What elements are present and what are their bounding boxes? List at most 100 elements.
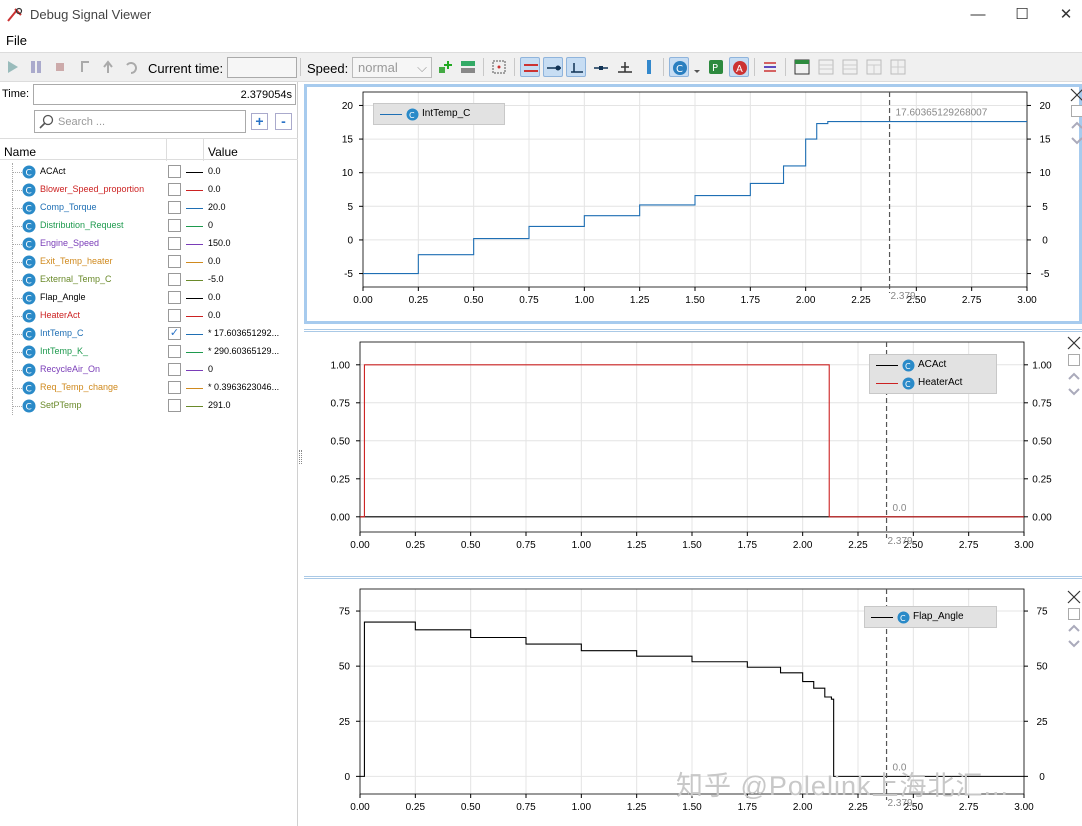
signal-row[interactable]: C Engine_Speed 150.0 <box>0 235 298 253</box>
plot-1-legend[interactable]: C IntTemp_C <box>373 103 505 125</box>
signal-checkbox[interactable] <box>168 273 181 286</box>
signal-checkbox[interactable] <box>168 399 181 412</box>
stop-icon[interactable] <box>50 57 70 77</box>
signal-c-icon: C <box>22 381 36 395</box>
signal-row[interactable]: C Distribution_Request 0 <box>0 217 298 235</box>
plot-panel-2[interactable]: 0.00 0.25 0.50 0.75 1.00 1.25 1.50 1.75 2.00 2.25… <box>304 329 1082 571</box>
plot-checkbox[interactable] <box>1068 608 1080 620</box>
close-button[interactable]: ✕ <box>1059 6 1073 23</box>
layout-two-icon[interactable] <box>816 57 836 77</box>
plot-panel-3[interactable]: 0.00 0.25 0.50 0.75 1.00 1.25 1.50 1.75 2.00 2.25… <box>304 576 1082 826</box>
close-plot-icon[interactable] <box>1067 336 1081 350</box>
signal-row[interactable]: C External_Temp_C -5.0 <box>0 271 298 289</box>
undo-icon[interactable] <box>121 57 141 77</box>
signal-checkbox[interactable] <box>168 363 181 376</box>
layout-three-icon[interactable] <box>840 57 860 77</box>
signal-name: Blower_Speed_proportion <box>40 184 145 194</box>
plot-3-legend[interactable]: C Flap_Angle <box>864 606 997 628</box>
signal-row[interactable]: C Blower_Speed_proportion 0.0 <box>0 181 298 199</box>
signal-checkbox[interactable] <box>168 165 181 178</box>
menu-bar: File <box>0 30 1082 52</box>
x-tick-label: 0.25 <box>406 540 426 551</box>
svg-text:C: C <box>409 111 415 120</box>
c-mode-icon[interactable]: C <box>669 57 689 77</box>
step-line-icon[interactable] <box>566 57 586 77</box>
speed-select[interactable]: normal ⌵ <box>352 57 432 78</box>
scroll-updown-icon[interactable] <box>1067 622 1081 650</box>
signal-checkbox[interactable] <box>168 201 181 214</box>
signal-checkbox[interactable] <box>168 309 181 322</box>
a-mode-icon[interactable]: A <box>729 57 749 77</box>
signal-checkbox[interactable]: ✓ <box>168 327 181 340</box>
window-title: Debug Signal Viewer <box>30 7 152 22</box>
signal-row[interactable]: C Comp_Torque 20.0 <box>0 199 298 217</box>
maximize-button[interactable]: ☐ <box>1015 6 1029 23</box>
baseline-icon[interactable] <box>615 57 635 77</box>
pause-icon[interactable] <box>26 57 46 77</box>
play-icon[interactable] <box>3 57 23 77</box>
points-icon[interactable] <box>591 57 611 77</box>
search-input[interactable]: Search ... <box>34 110 246 133</box>
signal-row[interactable]: C SetPTemp 291.0 <box>0 397 298 415</box>
legend-item-acact[interactable]: C ACAct <box>870 356 996 374</box>
signal-row[interactable]: C HeaterAct 0.0 <box>0 307 298 325</box>
tree-connector <box>12 163 22 181</box>
signal-row[interactable]: C RecycleAir_On 0 <box>0 361 298 379</box>
minimize-button[interactable]: — <box>970 6 986 23</box>
signal-row[interactable]: C ACAct 0.0 <box>0 163 298 181</box>
column-name-header[interactable]: Name <box>4 145 37 159</box>
signal-checkbox[interactable] <box>168 183 181 196</box>
scroll-updown-icon[interactable] <box>1067 370 1081 398</box>
layout-grid-icon[interactable] <box>888 57 908 77</box>
signal-checkbox[interactable] <box>168 381 181 394</box>
scroll-updown-icon[interactable] <box>1070 119 1082 147</box>
layout-four-icon[interactable] <box>864 57 884 77</box>
signal-checkbox[interactable] <box>168 219 181 232</box>
plot-panel-1[interactable]: 0.00 0.25 0.50 0.75 1.00 1.25 1.50 1.75 2.00 2.25… <box>304 84 1082 324</box>
connect-points-icon[interactable] <box>543 57 563 77</box>
signal-row[interactable]: C Req_Temp_change * 0.3963623046... <box>0 379 298 397</box>
signal-row[interactable]: C IntTemp_K_ * 290.60365129... <box>0 343 298 361</box>
plot-1-chart[interactable]: 0.00 0.25 0.50 0.75 1.00 1.25 1.50 1.75 2.00 2.25… <box>307 87 1079 321</box>
step-over-icon[interactable] <box>98 57 118 77</box>
step-back-icon[interactable] <box>75 57 95 77</box>
signal-checkbox[interactable] <box>168 255 181 268</box>
close-plot-icon[interactable] <box>1070 88 1082 102</box>
p-mode-icon[interactable]: P <box>706 57 726 77</box>
signal-checkbox[interactable] <box>168 345 181 358</box>
signal-row[interactable]: C IntTemp_C ✓ * 17.603651292... <box>0 325 298 343</box>
legend-item-flap-angle[interactable]: C Flap_Angle <box>865 608 996 626</box>
signal-row[interactable]: C Flap_Angle 0.0 <box>0 289 298 307</box>
legend-item-inttemp-c[interactable]: C IntTemp_C <box>374 105 504 123</box>
signal-value: 0.0 <box>208 166 221 176</box>
layout-icon[interactable] <box>458 57 478 77</box>
signal-checkbox[interactable] <box>168 291 181 304</box>
menu-file[interactable]: File <box>6 33 27 48</box>
dropdown-arrow-icon[interactable] <box>691 57 700 77</box>
add-button[interactable]: + <box>251 113 268 130</box>
plot-2-chart[interactable]: 0.00 0.25 0.50 0.75 1.00 1.25 1.50 1.75 2.00 2.25… <box>304 332 1082 571</box>
x-tick-label: 1.50 <box>685 295 705 306</box>
signal-checkbox[interactable] <box>168 237 181 250</box>
current-time-input[interactable] <box>227 57 297 78</box>
tree-connector <box>12 235 22 253</box>
remove-button[interactable]: - <box>275 113 292 130</box>
time-field[interactable]: 2.379054s <box>33 84 296 105</box>
add-signal-icon[interactable] <box>435 57 455 77</box>
tree-connector <box>12 217 22 235</box>
signal-row[interactable]: C Exit_Temp_heater 0.0 <box>0 253 298 271</box>
info-icon[interactable] <box>639 57 659 77</box>
speed-label: Speed: <box>307 61 349 76</box>
close-plot-icon[interactable] <box>1067 590 1081 604</box>
splitter-handle[interactable] <box>299 450 302 464</box>
layout-single-icon[interactable] <box>792 57 812 77</box>
zoom-fit-icon[interactable] <box>489 57 509 77</box>
legend-item-heateract[interactable]: C HeaterAct <box>870 374 996 392</box>
column-value-header[interactable]: Value <box>208 145 238 159</box>
compare-signals-icon[interactable] <box>520 57 540 77</box>
plot-checkbox[interactable] <box>1071 105 1082 117</box>
plot-2-legend[interactable]: C ACAct C HeaterAct <box>869 354 997 394</box>
plot-1-cursor[interactable]: 2.379 17.60365129268007 <box>888 92 988 302</box>
signal-list-icon[interactable] <box>760 57 780 77</box>
plot-checkbox[interactable] <box>1068 354 1080 366</box>
